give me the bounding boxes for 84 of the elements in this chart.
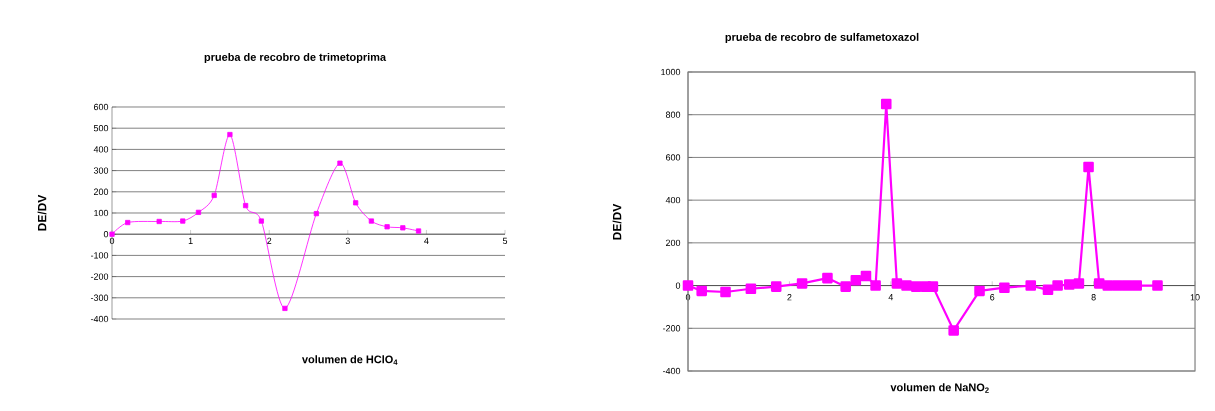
point [927, 281, 939, 292]
point [860, 270, 872, 282]
point [282, 305, 288, 311]
y-tick-label: -200 [662, 325, 681, 332]
point [195, 209, 202, 215]
y-tick-label: 500 [93, 125, 109, 132]
point [353, 200, 359, 206]
point [796, 278, 808, 289]
y-tick-label: -400 [662, 367, 681, 375]
y-tick-label: 0 [103, 231, 109, 238]
point [880, 98, 892, 110]
x-tick-label: 3 [345, 237, 350, 245]
point [109, 231, 115, 237]
chart-title: prueba de recobro de trimetoprima [204, 52, 387, 64]
x-tick-label: 1 [188, 237, 193, 244]
point [1025, 280, 1037, 291]
point [870, 280, 881, 291]
point [822, 272, 833, 284]
x-tick-label: 10 [1190, 294, 1200, 301]
point [720, 286, 731, 298]
y-tick-label: -300 [90, 294, 109, 301]
point [974, 285, 985, 297]
y-tick-label: 200 [93, 188, 109, 195]
x-tick-label: 2 [787, 294, 792, 301]
chart-title: prueba de recobro de sulfametoxazol [725, 32, 919, 44]
point [258, 218, 264, 224]
x-tick-label: 0 [685, 294, 691, 301]
x-tick-label: 6 [990, 294, 995, 301]
point [850, 274, 862, 286]
point [384, 224, 390, 230]
x-axis-title: volumen de NaNO$_{2}$ [890, 383, 989, 393]
point [999, 282, 1010, 293]
y-tick-label: 300 [93, 167, 109, 174]
y-axis-title: DE/DV [37, 194, 47, 231]
point [400, 225, 406, 231]
point [682, 280, 694, 291]
point [125, 219, 131, 226]
x-tick-label: 2 [267, 237, 272, 244]
y-tick-label: 400 [665, 196, 681, 204]
point [156, 218, 162, 225]
y-tick-label: 100 [94, 209, 109, 217]
x-tick-label: 4 [888, 294, 894, 301]
point [891, 278, 903, 289]
x-axis-title: volumen de HClO$_{4}$ [302, 355, 398, 365]
y-tick-label: 1000 [661, 68, 681, 76]
point [901, 280, 912, 291]
point [770, 281, 782, 292]
point [415, 228, 422, 234]
point [696, 285, 707, 297]
y-tick-label: 400 [93, 146, 109, 153]
y-tick-label: -100 [90, 252, 109, 259]
x-tick-label: 0 [109, 237, 115, 245]
point [243, 202, 249, 209]
point [227, 131, 233, 138]
x-tick-label: 4 [424, 237, 429, 244]
y-tick-label: 800 [665, 111, 681, 118]
point [1073, 278, 1085, 289]
point [1052, 280, 1063, 291]
point [368, 218, 374, 224]
point [745, 283, 757, 295]
point [1121, 280, 1133, 291]
point [948, 325, 959, 336]
x-tick-label: 8 [1091, 294, 1096, 301]
y-tick-label: -200 [90, 273, 109, 280]
point [337, 160, 343, 166]
y-tick-label: 0 [675, 282, 681, 289]
y-tick-label: 600 [93, 103, 109, 111]
point [1131, 280, 1142, 291]
y-tick-label: 600 [666, 154, 681, 161]
y-tick-label: 200 [666, 239, 681, 247]
point [1152, 280, 1163, 291]
y-axis-title: DE/DV [612, 203, 622, 240]
point [313, 211, 319, 217]
y-tick-label: -400 [90, 315, 109, 323]
point [1112, 280, 1123, 291]
x-tick-label: 5 [502, 237, 508, 244]
point [1102, 280, 1114, 291]
point [1064, 279, 1075, 290]
point [180, 218, 186, 224]
point [211, 192, 217, 198]
point [1083, 161, 1094, 173]
point [840, 281, 851, 292]
point [1093, 278, 1105, 289]
point [910, 281, 922, 292]
